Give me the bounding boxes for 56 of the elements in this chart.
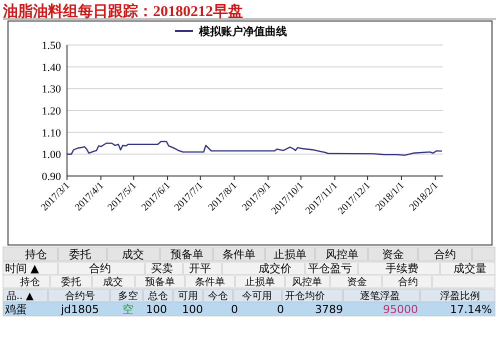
- y-tick-label: 1.40: [42, 62, 62, 74]
- text: 买卖: [151, 262, 173, 275]
- text: 品.. ▲: [6, 291, 34, 302]
- y-tick-label: 0.90: [42, 171, 62, 183]
- text: 可用: [178, 291, 198, 302]
- text: 0: [231, 303, 238, 316]
- text: 成交: [122, 248, 144, 261]
- text: 风控单: [292, 276, 322, 288]
- y-tick-label: 1.20: [42, 106, 62, 118]
- chart-title: 油脂油料组每日跟踪：20180212早盘: [2, 3, 243, 20]
- text: 100: [146, 303, 167, 316]
- text: 时间 ▲: [5, 262, 40, 275]
- text: 100: [182, 303, 203, 316]
- text: 成交: [103, 276, 123, 288]
- text: 0: [277, 303, 284, 316]
- text: 合约: [434, 248, 456, 261]
- text: 合约: [398, 276, 418, 288]
- text: 止损单: [274, 248, 306, 261]
- text: 多空: [118, 290, 138, 302]
- text: 委托: [61, 276, 81, 288]
- y-tick-label: 1.50: [42, 40, 62, 52]
- text: 总仓: [147, 290, 168, 302]
- text: 资金: [347, 276, 367, 288]
- line-series: [66, 140, 443, 156]
- text: 持仓: [25, 248, 47, 261]
- text: 预备单: [145, 276, 175, 288]
- text: 资金: [382, 248, 404, 261]
- text: 17.14%: [450, 303, 492, 316]
- legend-label: 模拟账户净值曲线: [198, 25, 287, 38]
- text: jd1805: [60, 303, 100, 316]
- text: 委托: [69, 248, 91, 261]
- text: 鸡蛋: [4, 303, 27, 316]
- text: 成交量: [454, 262, 486, 275]
- text: 开平: [189, 262, 211, 275]
- text: 开仓均价: [285, 290, 325, 302]
- text: 止损单: [245, 276, 275, 288]
- text: 成交价: [258, 262, 292, 275]
- text: 95000: [383, 303, 418, 316]
- y-tick-label: 1.00: [42, 149, 62, 162]
- text: 预备单: [170, 248, 204, 261]
- text: 空: [122, 303, 134, 316]
- text: 合约号: [65, 290, 95, 302]
- text: 条件单: [222, 248, 256, 261]
- text: 合约: [89, 262, 111, 275]
- text: 今可用: [242, 290, 272, 302]
- text: 条件单: [195, 276, 225, 288]
- text: 持仓: [20, 276, 40, 288]
- text: 3789: [315, 303, 343, 316]
- text: 逐笔浮盈: [360, 290, 400, 302]
- y-tick-label: 1.10: [42, 127, 62, 140]
- text: 手续费: [386, 262, 418, 275]
- text: 平仓盈亏: [308, 262, 352, 275]
- y-tick-label: 1.30: [42, 84, 62, 96]
- text: 浮盈比例: [440, 290, 480, 302]
- text: 今仓: [208, 290, 228, 302]
- text: 风控单: [326, 248, 358, 261]
